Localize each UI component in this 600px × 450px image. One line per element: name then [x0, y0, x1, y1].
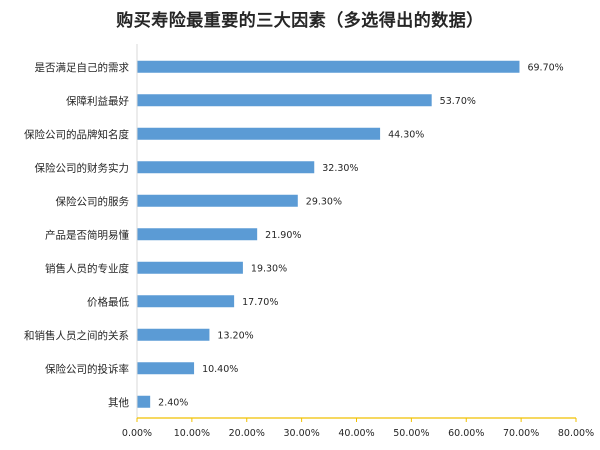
category-label: 价格最低 [87, 295, 129, 308]
value-label: 19.30% [251, 263, 287, 274]
category-label: 保险公司的财务实力 [35, 161, 130, 174]
bar [137, 60, 520, 73]
value-labels: 69.70% 53.70% 44.30% 32.30% 29.30% 21.90% 19.3… [158, 62, 564, 408]
value-label: 32.30% [322, 163, 358, 174]
value-label: 69.70% [527, 62, 563, 73]
x-tick-label: 40.00% [338, 428, 374, 439]
bar [137, 194, 298, 207]
bar [137, 328, 210, 341]
category-label: 和销售人员之间的关系 [24, 329, 129, 342]
x-tick-label: 60.00% [448, 428, 484, 439]
value-label: 13.20% [217, 330, 253, 341]
bars-layer [137, 60, 520, 408]
category-label: 保险公司的投诉率 [45, 362, 129, 375]
category-label: 其他 [108, 396, 129, 409]
bar [137, 228, 258, 241]
x-tick-label: 30.00% [284, 428, 320, 439]
x-tick-label: 80.00% [558, 428, 594, 439]
category-label: 销售人员的专业度 [45, 262, 129, 275]
x-tick-label: 20.00% [229, 428, 265, 439]
category-label: 保险公司的品牌知名度 [24, 128, 129, 141]
bar [137, 127, 381, 140]
x-tick-label: 0.00% [122, 428, 152, 439]
bar [137, 362, 195, 375]
category-labels: 是否满足自己的需求保障利益最好保险公司的品牌知名度保险公司的财务实力保险公司的服… [24, 61, 129, 409]
bar [137, 395, 151, 408]
category-label: 产品是否简明易懂 [45, 228, 129, 241]
value-label: 2.40% [158, 397, 188, 408]
x-tick-label: 10.00% [174, 428, 210, 439]
value-label: 17.70% [242, 297, 278, 308]
value-label: 29.30% [306, 196, 342, 207]
category-label: 保障利益最好 [66, 94, 129, 107]
x-tick-label: 50.00% [393, 428, 429, 439]
category-label: 是否满足自己的需求 [35, 61, 130, 74]
x-tick-label: 70.00% [503, 428, 539, 439]
value-label: 21.90% [265, 230, 301, 241]
bar [137, 161, 315, 174]
bar [137, 295, 235, 308]
chart-title: 购买寿险最重要的三大因素（多选得出的数据） [116, 11, 484, 31]
value-label: 44.30% [388, 129, 424, 140]
category-label: 保险公司的服务 [56, 195, 130, 208]
x-axis: 0.00% 10.00% 20.00% 30.00% 40.00% 50.00% 60.00… [122, 44, 594, 439]
value-label: 53.70% [440, 96, 476, 107]
bar [137, 94, 432, 107]
bar [137, 261, 243, 274]
value-label: 10.40% [202, 364, 238, 375]
